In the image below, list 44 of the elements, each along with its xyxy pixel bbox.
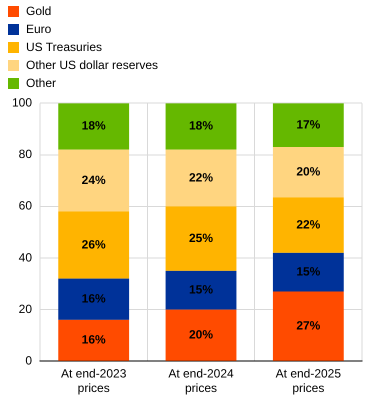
y-tick-label: 60 (18, 198, 32, 213)
data-label: 15% (296, 264, 321, 279)
bar (58, 320, 130, 361)
x-tick-label: At end-2023 prices (60, 366, 127, 396)
bar (272, 147, 344, 198)
data-label: 18% (188, 118, 214, 133)
bar (58, 212, 130, 279)
y-tick-label: 100 (12, 96, 32, 110)
data-label: 20% (296, 164, 321, 179)
data-label: 16% (82, 332, 106, 347)
data-label: 17% (296, 117, 321, 132)
legend-label: US Treasuries (26, 40, 102, 54)
bar (58, 150, 130, 212)
bar (272, 103, 344, 148)
bar (272, 252, 344, 292)
x-tick-label: At end-2024 prices (168, 366, 234, 396)
x-tick-label: At end-2025 prices (276, 366, 342, 396)
y-tick-label: 0 (25, 354, 32, 368)
data-label: 22% (296, 217, 321, 232)
y-tick-label: 40 (18, 250, 32, 264)
bar (166, 103, 236, 150)
legend-label: Other US dollar reserves (26, 58, 158, 72)
data-label: 18% (82, 118, 106, 133)
bar (166, 270, 236, 310)
bar (272, 292, 344, 361)
bar (166, 206, 236, 271)
data-label: 15% (188, 282, 214, 297)
legend-label: Other (26, 76, 56, 90)
bar (166, 150, 236, 206)
y-tick-label: 80 (18, 147, 32, 162)
data-label: 26% (82, 237, 106, 252)
data-label: 24% (82, 172, 106, 187)
bar (272, 197, 344, 253)
legend-label: Gold (26, 4, 52, 18)
data-label: 25% (188, 230, 214, 245)
legend-label: Euro (26, 22, 52, 36)
data-label: 16% (82, 292, 106, 306)
bar (166, 310, 236, 361)
bar (58, 103, 130, 150)
data-label: 22% (188, 170, 214, 184)
data-label: 27% (296, 318, 321, 332)
y-tick-label: 20 (18, 302, 32, 316)
bar (58, 278, 130, 320)
data-label: 20% (188, 327, 214, 342)
